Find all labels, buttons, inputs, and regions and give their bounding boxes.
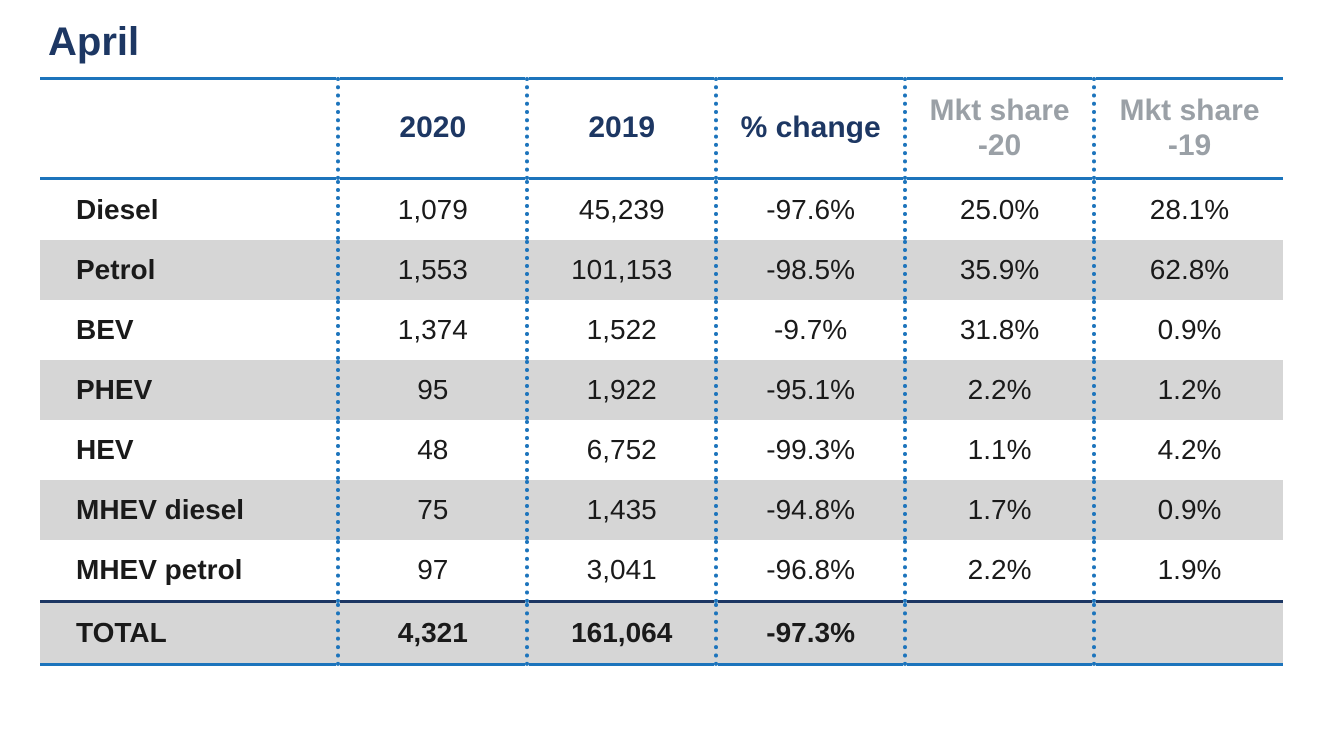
row-label: MHEV diesel xyxy=(40,480,338,540)
cell-mkt19: 4.2% xyxy=(1094,420,1283,480)
table-row: MHEV diesel 75 1,435 -94.8% 1.7% 0.9% xyxy=(40,480,1283,540)
cell-mkt20: 31.8% xyxy=(905,300,1094,360)
data-table: 2020 2019 % change Mkt share -20 Mkt sha… xyxy=(40,77,1283,666)
cell-pct-change: -95.1% xyxy=(716,360,905,420)
cell-2020: 48 xyxy=(338,420,527,480)
cell-mkt20-total xyxy=(905,602,1094,665)
row-label: HEV xyxy=(40,420,338,480)
cell-2020-total: 4,321 xyxy=(338,602,527,665)
cell-mkt19: 0.9% xyxy=(1094,300,1283,360)
table-row: Diesel 1,079 45,239 -97.6% 25.0% 28.1% xyxy=(40,179,1283,241)
row-label: MHEV petrol xyxy=(40,540,338,602)
cell-mkt20: 2.2% xyxy=(905,540,1094,602)
cell-2020: 75 xyxy=(338,480,527,540)
cell-mkt19: 62.8% xyxy=(1094,240,1283,300)
cell-2019: 1,522 xyxy=(527,300,716,360)
table-row: PHEV 95 1,922 -95.1% 2.2% 1.2% xyxy=(40,360,1283,420)
table-row: Petrol 1,553 101,153 -98.5% 35.9% 62.8% xyxy=(40,240,1283,300)
cell-2019: 45,239 xyxy=(527,179,716,241)
cell-2019-total: 161,064 xyxy=(527,602,716,665)
col-header-mkt20: Mkt share -20 xyxy=(905,79,1094,179)
cell-mkt20: 2.2% xyxy=(905,360,1094,420)
cell-2019: 6,752 xyxy=(527,420,716,480)
cell-2019: 3,041 xyxy=(527,540,716,602)
col-header-2020: 2020 xyxy=(338,79,527,179)
cell-2020: 1,079 xyxy=(338,179,527,241)
table-row: HEV 48 6,752 -99.3% 1.1% 4.2% xyxy=(40,420,1283,480)
cell-pct-change-total: -97.3% xyxy=(716,602,905,665)
cell-mkt19: 1.2% xyxy=(1094,360,1283,420)
cell-pct-change: -97.6% xyxy=(716,179,905,241)
cell-2020: 97 xyxy=(338,540,527,602)
cell-pct-change: -94.8% xyxy=(716,480,905,540)
cell-2019: 101,153 xyxy=(527,240,716,300)
cell-mkt19-total xyxy=(1094,602,1283,665)
cell-2019: 1,435 xyxy=(527,480,716,540)
row-label-total: TOTAL xyxy=(40,602,338,665)
row-label: Petrol xyxy=(40,240,338,300)
table-header: 2020 2019 % change Mkt share -20 Mkt sha… xyxy=(40,79,1283,179)
table-row: BEV 1,374 1,522 -9.7% 31.8% 0.9% xyxy=(40,300,1283,360)
row-label: PHEV xyxy=(40,360,338,420)
col-header-pct-change: % change xyxy=(716,79,905,179)
table-title: April xyxy=(48,20,1283,65)
row-label: BEV xyxy=(40,300,338,360)
cell-pct-change: -98.5% xyxy=(716,240,905,300)
col-header-blank xyxy=(40,79,338,179)
cell-mkt19: 1.9% xyxy=(1094,540,1283,602)
cell-pct-change: -96.8% xyxy=(716,540,905,602)
col-header-mkt19: Mkt share -19 xyxy=(1094,79,1283,179)
cell-mkt19: 0.9% xyxy=(1094,480,1283,540)
cell-2020: 95 xyxy=(338,360,527,420)
table-row-total: TOTAL 4,321 161,064 -97.3% xyxy=(40,602,1283,665)
cell-mkt20: 1.1% xyxy=(905,420,1094,480)
cell-mkt20: 1.7% xyxy=(905,480,1094,540)
col-header-2019: 2019 xyxy=(527,79,716,179)
cell-2020: 1,374 xyxy=(338,300,527,360)
cell-mkt20: 25.0% xyxy=(905,179,1094,241)
table-row: MHEV petrol 97 3,041 -96.8% 2.2% 1.9% xyxy=(40,540,1283,602)
cell-2020: 1,553 xyxy=(338,240,527,300)
cell-pct-change: -9.7% xyxy=(716,300,905,360)
page: April 2020 2019 % change Mkt share -20 M… xyxy=(0,0,1323,744)
cell-2019: 1,922 xyxy=(527,360,716,420)
cell-mkt19: 28.1% xyxy=(1094,179,1283,241)
cell-mkt20: 35.9% xyxy=(905,240,1094,300)
row-label: Diesel xyxy=(40,179,338,241)
table-body: Diesel 1,079 45,239 -97.6% 25.0% 28.1% P… xyxy=(40,179,1283,665)
cell-pct-change: -99.3% xyxy=(716,420,905,480)
